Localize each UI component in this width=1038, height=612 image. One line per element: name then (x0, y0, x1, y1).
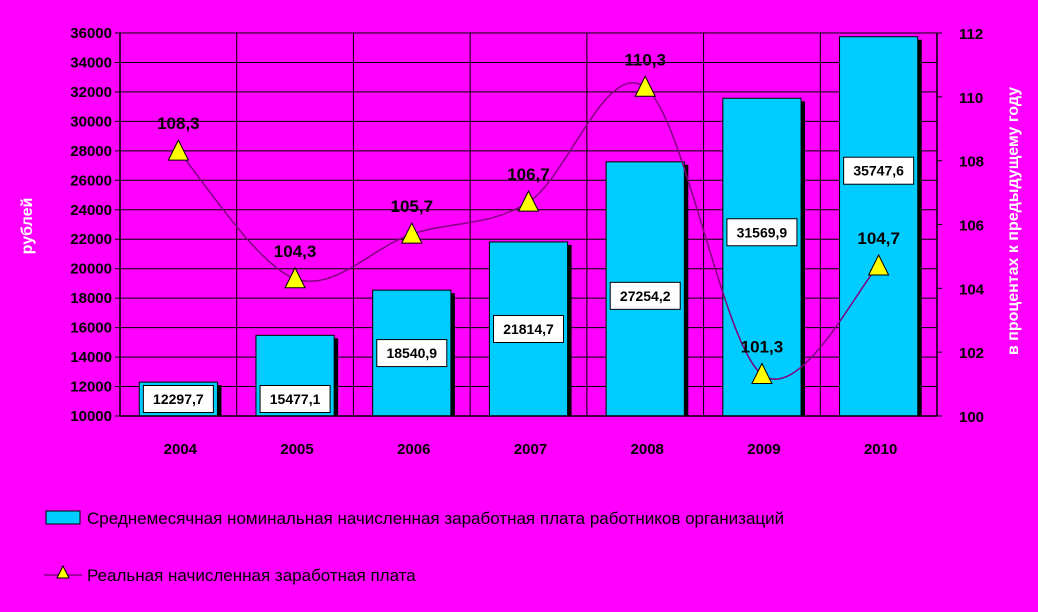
legend: Среднемесячная номинальная начисленная з… (44, 509, 784, 585)
line-series (167, 75, 890, 385)
point-value-labels: 108,3 104,3 105,7 106,7 110,3 101,3 104,7 (157, 50, 900, 356)
point-value-label: 110,3 (624, 50, 666, 69)
x-tick-label: 2010 (864, 441, 897, 458)
y-tick-label-right: 106 (959, 218, 984, 235)
bar-value-box (493, 314, 564, 343)
line-point-triangle (284, 266, 306, 289)
bar-value-label: 27254,2 (620, 288, 671, 304)
x-tick-label: 2004 (164, 441, 198, 458)
y-tick-label-left: 20000 (70, 261, 112, 278)
y-tick-label-left: 30000 (70, 113, 112, 130)
legend-triangle-icon (56, 564, 70, 579)
line-point-triangle (167, 138, 190, 161)
x-tick-label: 2009 (747, 441, 780, 458)
y-tick-label-left: 10000 (70, 408, 112, 425)
y-tick-label-right: 110 (959, 90, 983, 107)
y-tick-label-right: 100 (959, 409, 984, 426)
point-value-label: 106,7 (507, 165, 550, 184)
line-point-triangle (400, 221, 423, 244)
bar-value-box (259, 385, 331, 413)
y-tick-label-right: 102 (959, 345, 984, 362)
line-point-triangle (751, 362, 773, 385)
point-value-label: 101,3 (741, 338, 784, 357)
y-tick-label-right: 112 (959, 26, 983, 43)
point-value-label: 104,7 (857, 229, 900, 248)
y-tick-label-left: 36000 (70, 25, 112, 42)
y-tick-label-left: 32000 (70, 84, 112, 101)
y-tick-label-left: 24000 (70, 202, 112, 219)
bar (839, 36, 919, 417)
y-axis-title-right: в процентах к предыдущему году (1005, 87, 1022, 355)
y-tick-label-left: 18000 (70, 290, 112, 307)
y-tick-label-left: 14000 (70, 349, 112, 366)
y-tick-label-left: 22000 (70, 231, 112, 248)
bar-value-box (142, 385, 214, 413)
left-tick-labels: 10000 12000 14000 16000 18000 20000 22000 24000… (70, 25, 120, 425)
right-tick-labels: 100 102 104 106 108 110 112 (937, 26, 985, 426)
line-point-triangle (634, 75, 657, 97)
y-axis-title-left: рублей (19, 198, 36, 255)
legend-bar-swatch (45, 510, 81, 525)
bar-value-label: 12297,7 (153, 391, 204, 407)
bar-value-label: 21814,7 (503, 321, 554, 337)
bar-value-labels: 12297,7 15477,1 18540,9 21814,7 27254,2 31569… (142, 156, 915, 413)
bars (138, 36, 922, 417)
x-tick-label: 2007 (514, 441, 547, 458)
x-tick-label: 2006 (397, 441, 430, 458)
x-tick-label: 2008 (631, 441, 664, 458)
line-point-triangle (867, 253, 890, 276)
point-value-label: 104,3 (274, 242, 317, 261)
bar-value-box (609, 281, 681, 310)
bar-value-box (376, 339, 448, 368)
point-value-label: 108,3 (157, 114, 200, 133)
y-tick-label-right: 108 (959, 154, 984, 171)
y-tick-label-right: 104 (959, 281, 985, 298)
y-tick-label-left: 28000 (70, 143, 112, 160)
legend-bar-label: Среднемесячная номинальная начисленная з… (87, 509, 784, 528)
bar-value-box (843, 156, 915, 185)
bar-value-label: 15477,1 (270, 391, 321, 407)
y-tick-label-left: 12000 (70, 379, 112, 396)
line-point-triangle (517, 190, 540, 212)
x-tick-label: 2005 (280, 441, 313, 458)
bar-value-label: 31569,9 (737, 224, 788, 240)
category-labels: 2004 2005 2006 2007 2008 2009 2010 (164, 441, 898, 458)
y-tick-label-left: 34000 (70, 54, 112, 71)
bar-value-label: 35747,6 (853, 163, 904, 179)
legend-line-label: Реальная начисленная заработная плата (87, 566, 416, 585)
y-tick-label-left: 16000 (70, 320, 112, 337)
bar-value-label: 18540,9 (386, 345, 437, 361)
bar-value-box (726, 218, 798, 247)
y-tick-label-left: 26000 (70, 172, 112, 189)
point-value-label: 105,7 (391, 197, 434, 216)
